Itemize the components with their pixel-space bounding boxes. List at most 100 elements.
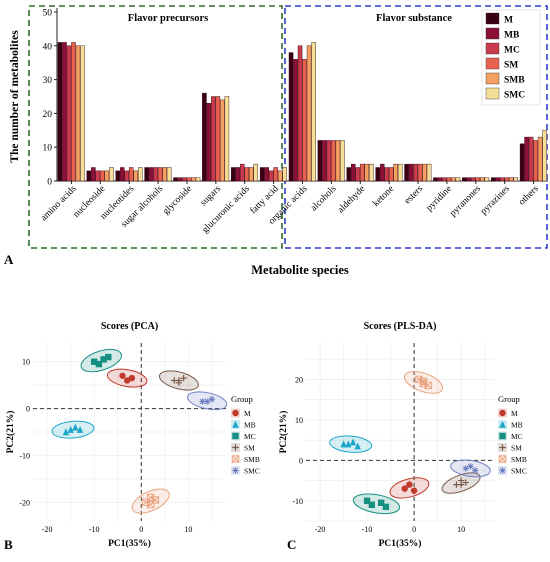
bar-sugar-alcohols-mc — [153, 167, 158, 182]
bar-sugars-smc — [224, 96, 230, 182]
legend-swatch-smb — [485, 72, 500, 85]
x-axis-title: PC1(35%) — [379, 538, 422, 549]
bar-glucuronic-acids-smc — [253, 163, 259, 182]
legend-swatch-mc — [485, 42, 500, 55]
point-mb — [67, 425, 74, 433]
bar-organic-acids-sm — [302, 59, 307, 182]
bar-pyranones-mc — [471, 177, 476, 182]
legend-label-m: M — [504, 16, 513, 26]
bar-amino-acids-m — [57, 42, 63, 182]
x-tick-label-amino-acids: amino acids — [39, 184, 79, 224]
confidence-ellipse-m — [389, 477, 430, 499]
bar-pyridine-smc — [455, 177, 461, 182]
bar-esters-smc — [426, 163, 432, 182]
x-tick-label: -10 — [89, 525, 100, 534]
point-smb — [419, 377, 428, 386]
legend-swatch-sm — [485, 57, 500, 70]
plot-title: Scores (PLS-DA) — [364, 321, 437, 332]
x-tick-label: 10 — [184, 525, 192, 534]
legend-swatch-smc — [485, 87, 500, 100]
point-smb — [424, 381, 432, 390]
y-tick-label: 50 — [43, 9, 53, 19]
bar-glycoside-smb — [191, 177, 196, 182]
point-mb — [354, 442, 361, 450]
y-tick-label: 0 — [26, 405, 30, 414]
bar-alcohols-mb — [322, 140, 327, 182]
point-smc — [462, 465, 469, 472]
point-mc — [368, 501, 375, 509]
bar-ketone-mc — [384, 167, 389, 182]
bar-nucleotides-mc — [124, 170, 130, 182]
x-tick-label: -20 — [42, 525, 53, 534]
bar-pyrazines-m — [490, 177, 496, 182]
bar-nucleotides-sm — [129, 167, 134, 182]
legend-label-sm: SM — [511, 444, 522, 453]
bar-ketone-sm — [388, 167, 394, 182]
point-mb — [72, 423, 79, 431]
bar-others-smc — [542, 130, 547, 182]
legend-label-smb: SMB — [244, 455, 260, 464]
bar-nucleotides-mb — [120, 167, 125, 182]
point-mc — [382, 503, 390, 511]
bar-pyridine-smb — [451, 177, 456, 182]
point-mc — [90, 358, 98, 365]
legend-marker-sm — [232, 444, 239, 451]
bar-glycoside-m — [173, 177, 178, 182]
y-axis-title: PC2(21%) — [278, 411, 289, 454]
x-axis-title: Metabolite species — [251, 263, 349, 277]
point-smc — [467, 463, 474, 470]
bar-organic-acids-smb — [306, 45, 312, 182]
legend-label-mc: MC — [504, 46, 520, 56]
x-tick-label-esters: esters — [403, 184, 426, 207]
point-m — [406, 481, 413, 488]
bar-sugar-alcohols-smc — [166, 167, 172, 182]
bar-amino-acids-smb — [75, 45, 81, 182]
bar-pyranones-sm — [475, 177, 481, 182]
group-box-flavor-precursors — [28, 5, 283, 249]
y-tick-label: -20 — [19, 498, 30, 507]
bar-pyrazines-sm — [504, 177, 509, 182]
legend-marker-m — [499, 409, 506, 417]
bar-fatty-acid-mb — [264, 167, 269, 182]
y-tick-label: 10 — [43, 144, 53, 154]
point-m — [401, 485, 408, 492]
point-mb — [76, 425, 84, 433]
y-tick-label: -10 — [292, 497, 303, 506]
bar-aldehyde-smc — [369, 163, 374, 182]
confidence-ellipse-smb — [403, 371, 444, 394]
legend-label-mb: MB — [511, 421, 523, 430]
bar-pyrazines-smc — [513, 177, 518, 182]
bar-sugar-alcohols-mb — [148, 167, 154, 182]
bar-pyrazines-mb — [495, 177, 500, 182]
bar-pyranones-smb — [480, 177, 485, 182]
point-mc — [363, 497, 371, 504]
bar-glycoside-mb — [177, 177, 183, 182]
legend-label-smc: SMC — [244, 467, 260, 476]
y-tick-label: 10 — [295, 416, 303, 425]
bar-glucuronic-acids-sm — [244, 167, 250, 182]
bar-nucleoside-m — [86, 170, 92, 182]
bar-aldehyde-sm — [360, 163, 365, 182]
bar-glucuronic-acids-mc — [240, 163, 245, 182]
legend-label-sm: SM — [244, 444, 255, 453]
y-tick-label: 20 — [43, 110, 53, 120]
point-sm — [180, 374, 187, 382]
x-tick-label: -20 — [315, 525, 326, 534]
bar-pyrazines-smb — [508, 177, 514, 182]
bar-amino-acids-mb — [62, 42, 67, 182]
panel-b-pca-scatter: Scores (PCA) -20 -10 0 10 -20 -10 0 10 PC1(35%) PC… — [5, 321, 260, 549]
legend-label-sm: SM — [504, 61, 518, 71]
bar-sugar-alcohols-smb — [162, 167, 167, 182]
x-tick-label: 0 — [139, 525, 143, 534]
bar-esters-mc — [413, 163, 418, 182]
panel-label-a: A — [4, 252, 14, 267]
bar-nucleotides-smb — [133, 170, 139, 182]
point-mb — [62, 428, 70, 436]
legend-swatch-m — [485, 12, 500, 25]
bar-fatty-acid-mc — [268, 170, 274, 182]
bar-others-m — [519, 143, 525, 182]
bar-aldehyde-smb — [364, 163, 370, 182]
legend-marker-smb — [498, 455, 507, 463]
bar-organic-acids-smc — [311, 42, 316, 182]
